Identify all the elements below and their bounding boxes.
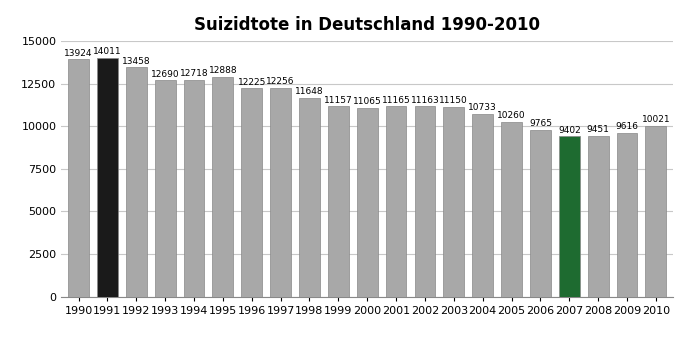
Bar	[270, 88, 291, 297]
Text: 9616: 9616	[615, 122, 639, 131]
Text: 12256: 12256	[267, 77, 295, 86]
Text: 13924: 13924	[65, 48, 92, 58]
Text: 11165: 11165	[381, 95, 411, 105]
Bar	[357, 108, 377, 297]
Text: 12690: 12690	[151, 70, 180, 79]
Bar	[68, 59, 89, 297]
Text: 10733: 10733	[469, 103, 497, 112]
Bar	[559, 136, 579, 297]
Text: 10260: 10260	[497, 111, 526, 120]
Bar	[530, 130, 551, 297]
Text: 12718: 12718	[180, 69, 208, 78]
Bar	[299, 98, 320, 297]
Text: 11150: 11150	[439, 96, 468, 105]
Bar	[415, 106, 435, 297]
Bar	[97, 58, 118, 297]
Bar	[473, 114, 493, 297]
Text: 12225: 12225	[237, 77, 266, 87]
Text: 10021: 10021	[641, 115, 670, 124]
Text: 11157: 11157	[324, 96, 353, 105]
Text: 11163: 11163	[411, 95, 439, 105]
Text: 11648: 11648	[295, 87, 324, 97]
Bar	[588, 135, 609, 297]
Text: 11065: 11065	[353, 97, 381, 106]
Bar	[184, 80, 205, 297]
Bar	[212, 77, 233, 297]
Bar	[328, 106, 349, 297]
Bar	[386, 106, 407, 297]
Text: 9402: 9402	[558, 126, 581, 135]
Bar	[443, 106, 464, 297]
Text: 9451: 9451	[587, 125, 609, 134]
Text: 14011: 14011	[93, 47, 122, 56]
Title: Suizidtote in Deutschland 1990-2010: Suizidtote in Deutschland 1990-2010	[194, 16, 540, 34]
Bar	[126, 67, 147, 297]
Bar	[241, 88, 262, 297]
Bar	[617, 133, 637, 297]
Bar	[645, 126, 666, 297]
Text: 12888: 12888	[209, 66, 237, 75]
Bar	[501, 122, 522, 297]
Bar	[155, 80, 175, 297]
Text: 9765: 9765	[529, 119, 552, 129]
Text: 13458: 13458	[122, 57, 150, 65]
